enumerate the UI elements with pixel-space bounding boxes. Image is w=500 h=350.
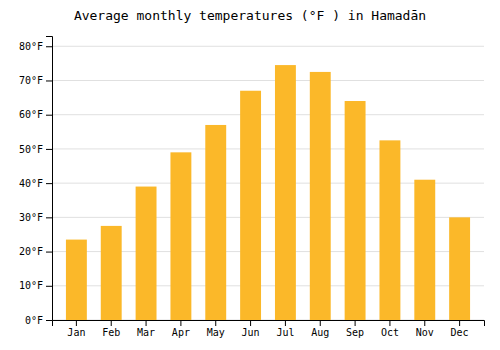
bar	[345, 101, 366, 320]
y-tick-mark	[46, 183, 52, 184]
y-tick-label: 70°F	[19, 75, 43, 86]
grid-line	[52, 46, 484, 47]
y-tick-label: 20°F	[19, 246, 43, 257]
bar	[205, 125, 226, 320]
bar	[379, 140, 400, 320]
x-tick-mark	[459, 320, 460, 326]
x-tick-label: Nov	[416, 327, 434, 338]
x-tick-mark	[250, 320, 251, 326]
y-tick-mark	[46, 115, 52, 116]
y-tick: 80°F	[19, 41, 52, 52]
x-tick-label: Apr	[172, 327, 190, 338]
x-tick: Jun	[242, 320, 260, 338]
y-tick-label: 40°F	[19, 178, 43, 189]
y-tick-mark	[46, 46, 52, 47]
bar	[136, 187, 157, 320]
x-tick-mark	[320, 320, 321, 326]
x-tick-mark	[180, 320, 181, 326]
y-tick: 60°F	[19, 109, 52, 120]
y-tick: 30°F	[19, 212, 52, 223]
x-tick-mark	[146, 320, 147, 326]
y-tick-mark	[46, 149, 52, 150]
x-tick: Jul	[276, 320, 294, 338]
plot: Jan Feb Mar Apr May Jun Jul Aug Sep Oct Nov Dec 0°F 1…	[19, 37, 485, 339]
bar	[170, 152, 191, 320]
x-tick-mark	[389, 320, 390, 326]
y-tick-label: 0°F	[25, 315, 43, 326]
y-tick: 70°F	[19, 75, 52, 86]
y-tick-mark	[46, 320, 52, 321]
y-tick: 50°F	[19, 144, 52, 155]
x-tick-mark	[355, 320, 356, 326]
y-tick-label: 80°F	[19, 41, 43, 52]
x-tick: Apr	[172, 320, 190, 338]
grid	[52, 46, 484, 320]
bar	[101, 226, 122, 320]
bars	[66, 65, 470, 320]
x-tick: Mar	[137, 320, 155, 338]
y-tick-label: 60°F	[19, 109, 43, 120]
x-tick-label: Jan	[67, 327, 85, 338]
x-tick-label: Jun	[242, 327, 260, 338]
y-axis: 0°F 10°F 20°F 30°F 40°F 50°F 60°F 70°F 80°F	[19, 37, 53, 326]
x-tick: Feb	[102, 320, 120, 338]
x-tick-label: Feb	[102, 327, 120, 338]
x-tick: Aug	[311, 320, 329, 338]
x-tick-label: Jul	[276, 327, 294, 338]
x-tick-mark	[424, 320, 425, 326]
x-tick-mark	[215, 320, 216, 326]
x-tick-mark	[111, 320, 112, 326]
grid-line	[52, 148, 484, 149]
y-tick-mark	[46, 286, 52, 287]
x-tick-mark	[76, 320, 77, 326]
y-tick: 40°F	[19, 178, 52, 189]
title: Average monthly temperatures (°F ) in Ha…	[74, 8, 426, 23]
grid-line	[52, 80, 484, 81]
x-tick: Dec	[451, 320, 469, 338]
y-tick-mark	[46, 217, 52, 218]
y-tick: 10°F	[19, 280, 52, 291]
x-tick: Sep	[346, 320, 364, 338]
bar	[66, 240, 87, 320]
x-tick-label: Dec	[451, 327, 469, 338]
x-tick: Nov	[416, 320, 434, 338]
grid-line	[52, 114, 484, 115]
bar	[310, 72, 331, 320]
chart: Average monthly temperatures (°F ) in Ha…	[0, 0, 500, 350]
x-tick-mark	[285, 320, 286, 326]
bar	[240, 91, 261, 320]
x-tick-label: May	[207, 327, 225, 338]
y-tick-mark	[46, 252, 52, 253]
x-tick: Oct	[381, 320, 399, 338]
x-axis-line	[53, 321, 485, 327]
x-tick: Jan	[67, 320, 85, 338]
x-tick-label: Mar	[137, 327, 155, 338]
x-tick: May	[207, 320, 225, 338]
bar	[275, 65, 296, 320]
x-axis: Jan Feb Mar Apr May Jun Jul Aug Sep Oct Nov Dec	[53, 320, 485, 338]
y-tick-mark	[46, 80, 52, 81]
y-tick-label: 30°F	[19, 212, 43, 223]
y-axis-line	[46, 37, 53, 321]
x-tick-label: Sep	[346, 327, 364, 338]
y-tick: 0°F	[25, 315, 52, 326]
bar	[414, 180, 435, 320]
y-tick: 20°F	[19, 246, 52, 257]
x-tick-label: Aug	[311, 327, 329, 338]
y-tick-label: 50°F	[19, 144, 43, 155]
bar	[449, 217, 470, 320]
y-tick-label: 10°F	[19, 280, 43, 291]
x-tick-label: Oct	[381, 327, 399, 338]
